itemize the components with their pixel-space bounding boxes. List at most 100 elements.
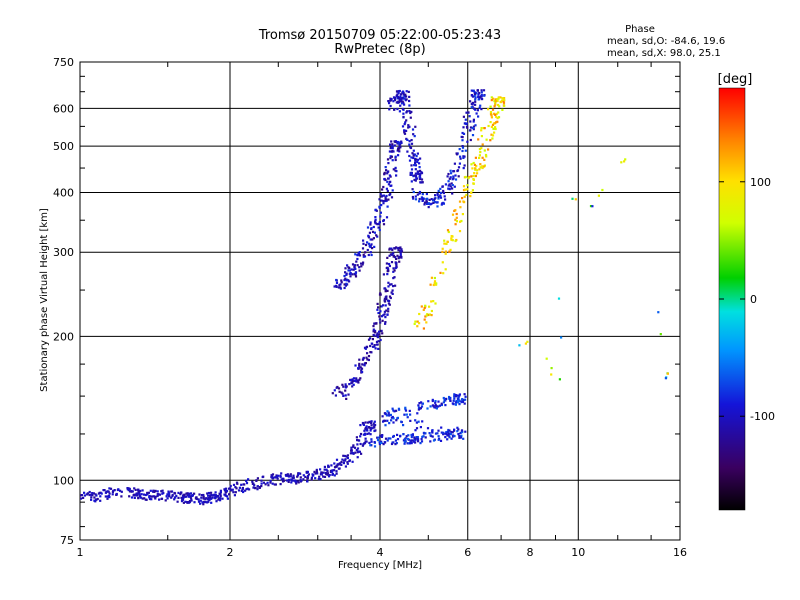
echo-point: [307, 473, 310, 476]
echo-point: [219, 495, 222, 498]
echo-point: [473, 92, 476, 95]
colorbar-tick-label: 0: [750, 293, 757, 306]
echo-point: [351, 385, 354, 388]
echo-point: [483, 127, 486, 130]
echo-point: [353, 446, 357, 449]
echo-point: [430, 276, 433, 279]
echo-point: [206, 501, 209, 504]
echo-point: [347, 269, 350, 272]
echo-point: [384, 304, 387, 307]
echo-point: [408, 154, 411, 158]
echo-point: [405, 435, 408, 438]
echo-point: [378, 221, 381, 224]
echo-point: [375, 234, 378, 237]
echo-point: [370, 424, 373, 427]
echo-point: [170, 490, 173, 493]
echo-point: [421, 420, 424, 423]
echo-point: [394, 284, 397, 287]
echo-point: [373, 245, 376, 248]
echo-point: [393, 247, 396, 250]
echo-point: [378, 441, 381, 444]
echo-point: [334, 465, 337, 468]
echo-point: [462, 200, 465, 203]
echo-point: [477, 138, 480, 141]
echo-point: [299, 476, 302, 479]
echo-point: [227, 487, 230, 490]
echo-point: [128, 487, 131, 490]
echo-point: [418, 177, 421, 181]
echo-point: [319, 468, 322, 471]
echo-point: [140, 493, 143, 496]
echo-point: [292, 476, 295, 479]
echo-point: [296, 474, 300, 477]
echo-point: [403, 438, 407, 441]
echo-point: [503, 97, 506, 100]
echo-point: [469, 138, 472, 142]
echo-point: [355, 378, 358, 381]
echo-point: [390, 419, 393, 422]
echo-point: [275, 474, 278, 477]
echo-point: [425, 192, 428, 196]
echo-point: [286, 473, 289, 476]
echo-point: [454, 401, 457, 404]
echo-point: [412, 197, 415, 200]
echo-point: [171, 495, 174, 498]
echo-point: [491, 123, 495, 126]
echo-point: [380, 305, 383, 308]
echo-point: [364, 362, 367, 365]
echo-point: [360, 262, 363, 265]
echo-point: [433, 276, 436, 280]
echo-point: [415, 436, 418, 439]
echo-point: [398, 408, 401, 411]
echo-point: [458, 200, 462, 203]
echo-point: [423, 318, 426, 321]
echo-point: [175, 494, 178, 497]
echo-point: [436, 193, 439, 196]
echo-point: [350, 449, 353, 452]
echo-point: [336, 464, 339, 467]
echo-point: [338, 462, 341, 465]
echo-point: [356, 456, 359, 459]
echo-point: [443, 242, 446, 245]
echo-point: [489, 105, 492, 108]
echo-point: [469, 100, 472, 103]
echo-point: [438, 404, 441, 407]
echo-point: [113, 489, 116, 492]
echo-point: [410, 436, 413, 439]
echo-point: [367, 338, 371, 341]
echo-point: [144, 493, 147, 497]
echo-point: [591, 205, 594, 208]
echo-point: [405, 119, 408, 122]
echo-point: [256, 485, 259, 488]
echo-point: [379, 211, 382, 214]
echo-point: [346, 462, 349, 465]
echo-point: [462, 132, 466, 135]
echo-point: [383, 299, 386, 302]
echo-point: [455, 212, 458, 216]
echo-point: [363, 255, 367, 258]
echo-point: [457, 175, 460, 178]
echo-point: [187, 495, 191, 498]
echo-point: [202, 503, 205, 506]
echo-point: [410, 442, 413, 445]
echo-point: [439, 195, 442, 198]
echo-point: [460, 219, 463, 223]
echo-point: [389, 180, 392, 183]
echo-point: [146, 491, 149, 494]
echo-point: [433, 197, 436, 200]
echo-point: [403, 129, 406, 132]
echo-point: [432, 300, 435, 303]
echo-point: [452, 175, 455, 178]
echo-point: [414, 159, 417, 162]
echo-point: [85, 493, 88, 496]
echo-point: [359, 432, 363, 436]
echo-point: [399, 246, 402, 249]
echo-point: [88, 490, 91, 494]
echo-point: [493, 131, 496, 134]
echo-point: [245, 482, 249, 485]
echo-point: [664, 377, 667, 380]
echo-point: [388, 303, 391, 306]
echo-point: [377, 340, 380, 343]
echo-point: [370, 440, 373, 443]
echo-point: [446, 430, 449, 433]
